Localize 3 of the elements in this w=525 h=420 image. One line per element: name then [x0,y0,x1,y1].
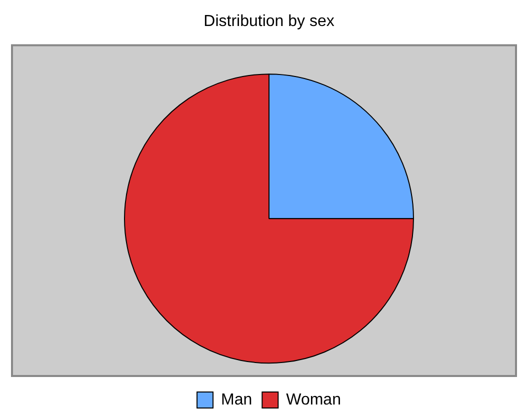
chart-title: Distribution by sex [204,13,334,30]
legend-label: Man [221,391,252,408]
legend-label: Woman [286,391,341,408]
